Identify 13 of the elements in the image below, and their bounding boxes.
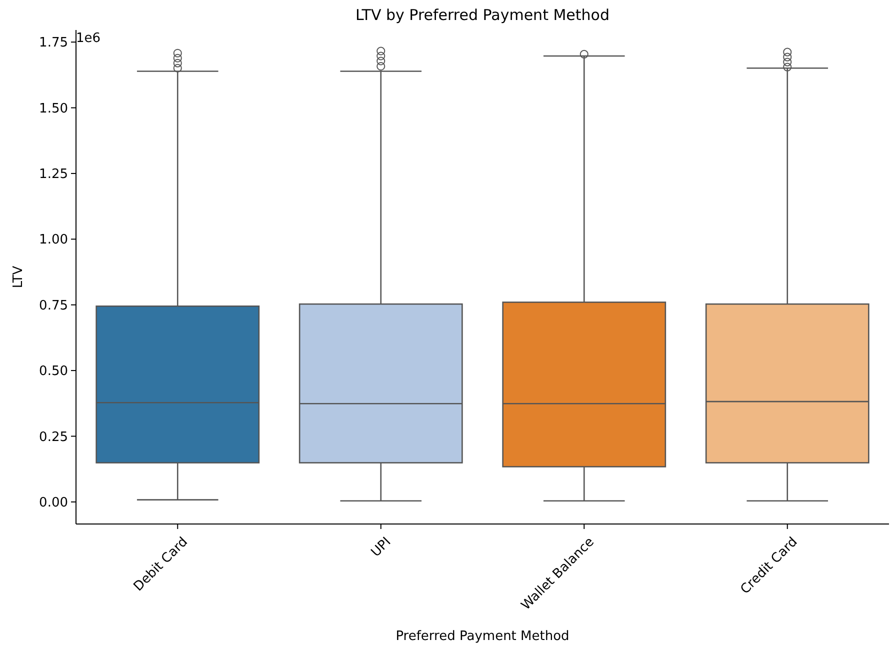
- y-tick-label: 1.50: [39, 101, 68, 116]
- annotation: 1e6: [76, 31, 101, 46]
- y-axis-title: LTV: [11, 266, 26, 288]
- x-tick-label: UPI: [368, 534, 394, 560]
- y-tick-label: 1.75: [39, 36, 68, 51]
- y-tick-label: 0.25: [39, 430, 68, 445]
- y-tick-label: 1.25: [39, 167, 68, 182]
- chart-title: LTV by Preferred Payment Method: [356, 6, 610, 24]
- y-tick-label: 0.00: [39, 495, 68, 510]
- y-tick-label: 0.50: [39, 364, 68, 380]
- y-tick-label: 0.75: [39, 298, 68, 314]
- x-axis-title: Preferred Payment Method: [396, 629, 570, 644]
- y-tick-label: 1.00: [39, 232, 68, 248]
